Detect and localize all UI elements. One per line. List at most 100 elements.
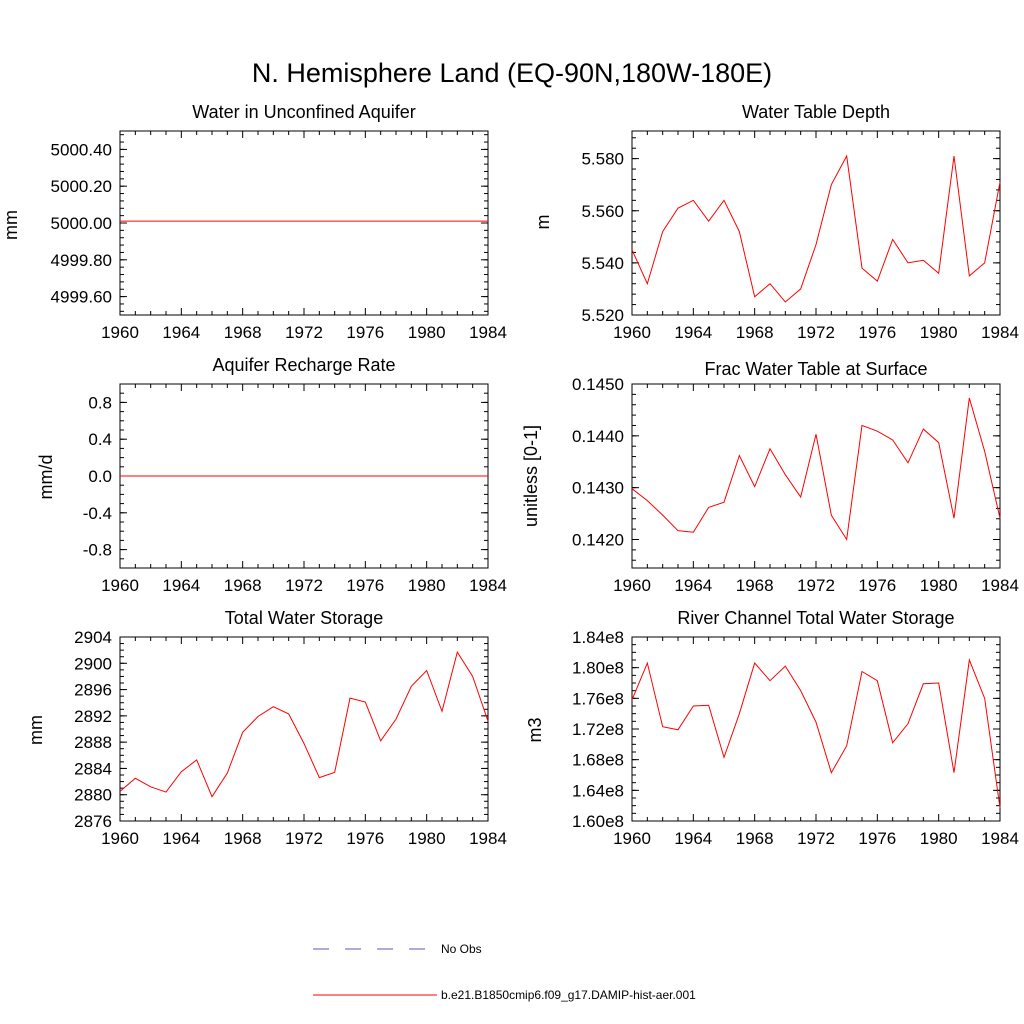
y-tick-label: 1.72e8 xyxy=(572,720,624,739)
y-axis-label: m xyxy=(533,215,553,230)
y-tick-label: 2884 xyxy=(74,759,112,778)
y-tick-label: 5.540 xyxy=(581,254,624,273)
y-axis-label: mm xyxy=(26,715,46,745)
x-tick-label: 1960 xyxy=(101,323,139,342)
panel-title: Frac Water Table at Surface xyxy=(704,359,927,379)
x-tick-label: 1972 xyxy=(797,323,835,342)
y-tick-label: 1.84e8 xyxy=(572,628,624,647)
y-tick-label: 1.76e8 xyxy=(572,689,624,708)
y-tick-label: 5000.00 xyxy=(51,214,112,233)
y-tick-label: 2880 xyxy=(74,786,112,805)
series-line xyxy=(631,658,1001,809)
x-tick-label: 1976 xyxy=(346,576,384,595)
y-tick-label: 1.80e8 xyxy=(572,659,624,678)
y-tick-label: 5.580 xyxy=(581,150,624,169)
legend: No Obs b.e21.B1850cmip6.f09_g17.DAMIP-hi… xyxy=(313,942,696,1002)
plot-area: 1960 1964 1968 1972 1976 1980 1984 5.520 5.540 5.… xyxy=(581,130,1019,342)
y-tick-label: 0.1440 xyxy=(572,427,624,446)
panel-aquifer-water: Water in Unconfined Aquifer mm 1960 1964 1… xyxy=(1,102,507,342)
plot-area: 1960 1964 1968 1972 1976 1980 1984 4999.60 4999.… xyxy=(51,130,507,342)
x-tick-label: 1964 xyxy=(162,323,200,342)
y-tick-label: 1.64e8 xyxy=(572,781,624,800)
x-tick-label: 1980 xyxy=(920,323,958,342)
plot-area: 1960 1964 1968 1972 1976 1980 1984 2876 2880 2884… xyxy=(74,628,507,848)
x-tick-label: 1972 xyxy=(285,323,323,342)
y-tick-label: 0.1420 xyxy=(572,530,624,549)
panel-title: Water in Unconfined Aquifer xyxy=(192,102,415,122)
x-tick-label: 1980 xyxy=(920,576,958,595)
x-tick-label: 1984 xyxy=(981,829,1019,848)
x-tick-label: 1960 xyxy=(101,576,139,595)
y-tick-label: 0.1450 xyxy=(572,375,624,394)
y-tick-label: 2900 xyxy=(74,654,112,673)
panel-aquifer-recharge: Aquifer Recharge Rate mm/d 1960 1964 1968 1… xyxy=(36,355,507,595)
panel-title: Total Water Storage xyxy=(225,608,383,628)
plot-frame xyxy=(119,130,489,316)
x-tick-label: 1980 xyxy=(408,829,446,848)
y-tick-label: 2892 xyxy=(74,707,112,726)
x-tick-label: 1976 xyxy=(346,829,384,848)
x-tick-label: 1964 xyxy=(162,829,200,848)
panel-total-water-storage: Total Water Storage mm 1960 1964 1968 1972 1… xyxy=(26,608,507,848)
y-tick-label: 5000.20 xyxy=(51,177,112,196)
x-tick-label: 1968 xyxy=(224,576,262,595)
y-tick-label: 5000.40 xyxy=(51,140,112,159)
y-tick-label: 0.8 xyxy=(88,393,112,412)
plot-area: 1960 1964 1968 1972 1976 1980 1984 1.60e8 1.64e8… xyxy=(572,628,1019,848)
y-tick-label: 1.60e8 xyxy=(572,812,624,831)
y-tick-label: 2896 xyxy=(74,681,112,700)
x-tick-label: 1960 xyxy=(613,323,651,342)
x-tick-label: 1972 xyxy=(285,576,323,595)
x-tick-label: 1980 xyxy=(408,576,446,595)
x-tick-label: 1980 xyxy=(408,323,446,342)
x-tick-label: 1976 xyxy=(346,323,384,342)
y-tick-label: 2888 xyxy=(74,733,112,752)
y-tick-label: 5.560 xyxy=(581,202,624,221)
x-tick-label: 1984 xyxy=(981,323,1019,342)
y-tick-label: 0.1430 xyxy=(572,479,624,498)
x-tick-label: 1964 xyxy=(674,829,712,848)
x-tick-label: 1972 xyxy=(285,829,323,848)
y-axis-label: mm xyxy=(1,210,21,240)
y-tick-label: -0.8 xyxy=(83,541,112,560)
x-tick-label: 1968 xyxy=(736,576,774,595)
x-tick-label: 1972 xyxy=(797,576,835,595)
plot-area: 1960 1964 1968 1972 1976 1980 1984 0.1420 0.1430… xyxy=(572,375,1019,595)
plot-frame xyxy=(631,383,1001,569)
x-tick-label: 1984 xyxy=(469,323,507,342)
plot-frame xyxy=(631,636,1001,822)
x-tick-label: 1968 xyxy=(224,829,262,848)
x-tick-label: 1968 xyxy=(736,829,774,848)
series-line xyxy=(119,650,489,798)
x-tick-label: 1968 xyxy=(224,323,262,342)
x-tick-label: 1960 xyxy=(101,829,139,848)
panel-title: River Channel Total Water Storage xyxy=(677,608,954,628)
x-tick-label: 1960 xyxy=(613,829,651,848)
x-tick-label: 1976 xyxy=(858,829,896,848)
x-tick-label: 1972 xyxy=(797,829,835,848)
x-tick-label: 1984 xyxy=(469,829,507,848)
figure-title: N. Hemisphere Land (EQ-90N,180W-180E) xyxy=(252,58,772,88)
y-tick-label: -0.4 xyxy=(83,504,112,523)
y-tick-label: 4999.80 xyxy=(51,251,112,270)
x-tick-label: 1968 xyxy=(736,323,774,342)
panel-water-table-depth: Water Table Depth m 1960 1964 1968 1972 1976… xyxy=(533,102,1019,342)
x-tick-label: 1976 xyxy=(858,323,896,342)
y-tick-label: 1.68e8 xyxy=(572,751,624,770)
y-tick-label: 5.520 xyxy=(581,306,624,325)
x-tick-label: 1964 xyxy=(674,576,712,595)
x-tick-label: 1964 xyxy=(162,576,200,595)
x-tick-label: 1960 xyxy=(613,576,651,595)
y-axis-label: unitless [0-1] xyxy=(521,425,541,527)
panel-frac-water-table: Frac Water Table at Surface unitless [0-… xyxy=(521,359,1019,595)
x-tick-label: 1964 xyxy=(674,323,712,342)
series-line xyxy=(631,397,1001,541)
legend-model-label: b.e21.B1850cmip6.f09_g17.DAMIP-hist-aer.… xyxy=(441,988,696,1002)
legend-obs-label: No Obs xyxy=(441,942,482,956)
x-tick-label: 1984 xyxy=(981,576,1019,595)
plot-frame xyxy=(119,636,489,822)
panel-title: Water Table Depth xyxy=(742,102,890,122)
y-axis-label: m3 xyxy=(525,717,545,742)
series-line xyxy=(631,154,1001,303)
